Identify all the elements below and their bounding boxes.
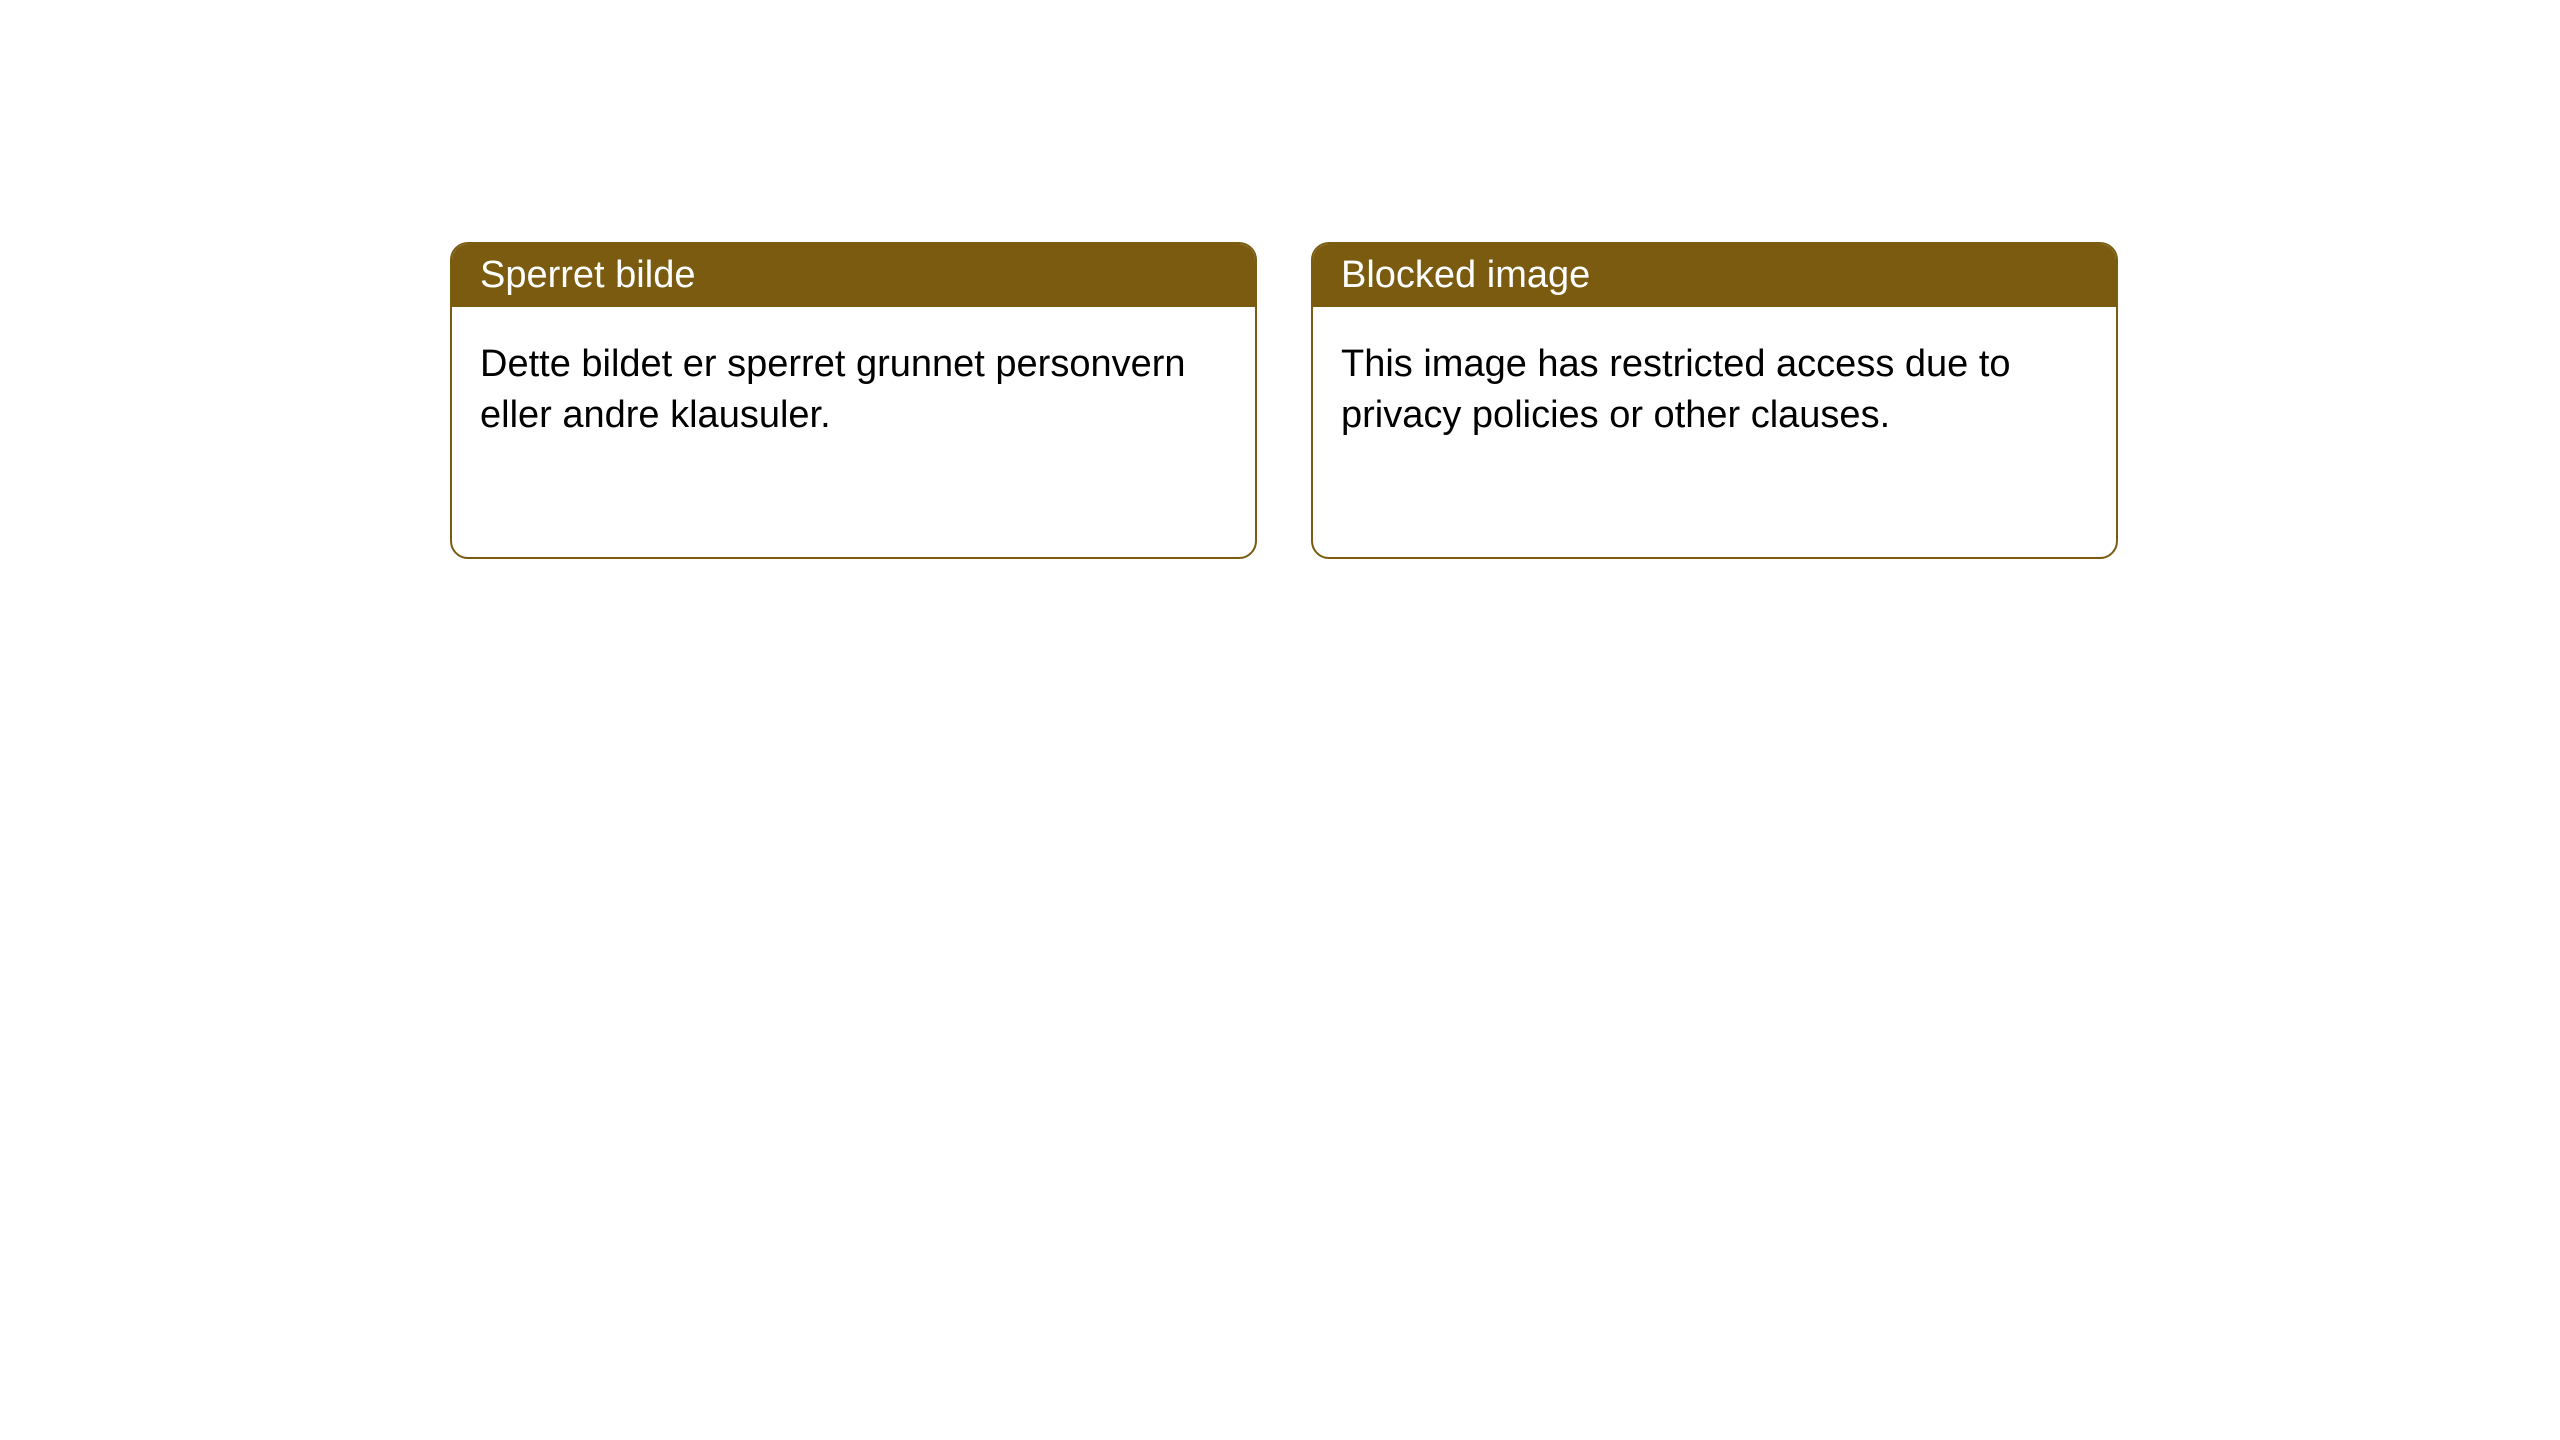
notice-title: Sperret bilde [480, 254, 695, 296]
notice-title: Blocked image [1341, 254, 1590, 296]
notice-body-text: Dette bildet er sperret grunnet personve… [480, 343, 1186, 436]
notice-body: Dette bildet er sperret grunnet personve… [452, 307, 1255, 557]
notice-container: Sperret bilde Dette bildet er sperret gr… [450, 242, 2560, 559]
notice-body: This image has restricted access due to … [1313, 307, 2116, 557]
notice-header: Blocked image [1313, 244, 2116, 307]
notice-body-text: This image has restricted access due to … [1341, 343, 2011, 436]
notice-header: Sperret bilde [452, 244, 1255, 307]
notice-box-en: Blocked image This image has restricted … [1311, 242, 2118, 559]
notice-box-no: Sperret bilde Dette bildet er sperret gr… [450, 242, 1257, 559]
